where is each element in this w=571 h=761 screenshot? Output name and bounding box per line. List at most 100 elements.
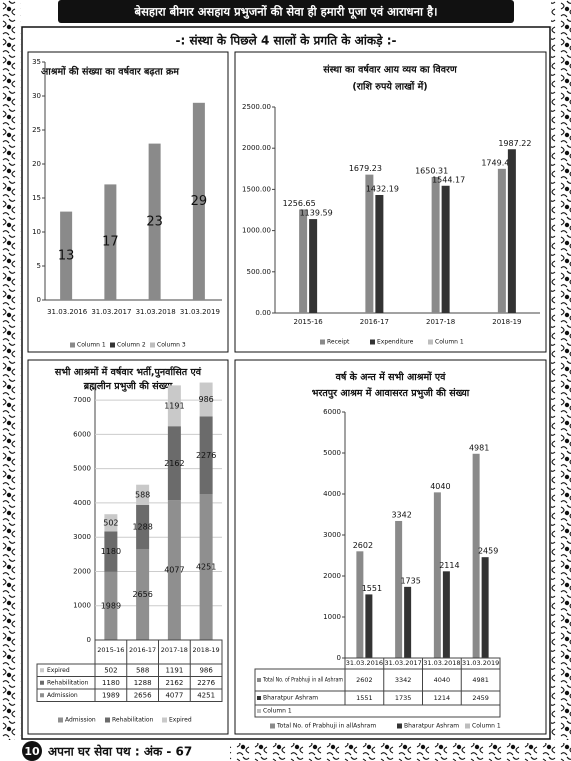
chart-title: संस्था का वर्षवार आय व्यय का विवरण — [322, 64, 458, 76]
data-label: 1987.22 — [498, 139, 531, 148]
y-tick-label: 5 — [37, 262, 41, 270]
data-label: 1139.59 — [300, 209, 333, 218]
legend-label: Column 1 — [472, 723, 501, 730]
legend-swatch — [105, 717, 110, 723]
data-label: 3342 — [391, 510, 411, 519]
y-tick-label: 1000.00 — [242, 227, 271, 235]
data-label: 1679.23 — [349, 164, 382, 173]
bar — [192, 102, 205, 300]
data-label: 4981 — [469, 443, 489, 452]
data-label: 1650.31 — [415, 167, 448, 176]
bar — [395, 520, 403, 658]
bar — [365, 174, 374, 313]
page-number: 10 — [24, 745, 40, 758]
data-label: 1749.46 — [481, 158, 514, 167]
legend-label: Expenditure — [377, 339, 414, 346]
table-cell: 2602 — [356, 676, 373, 684]
bar — [104, 184, 117, 300]
table-row-label: Expired — [47, 667, 70, 674]
bar — [60, 211, 73, 300]
chart-title: सभी आश्रमों में वर्षवार भर्ती,पुनर्वासित… — [54, 366, 202, 392]
bar — [433, 492, 441, 658]
chart-box — [27, 51, 229, 353]
bar — [167, 500, 181, 640]
data-label: 23 — [146, 214, 163, 229]
y-tick-label: 1500.00 — [242, 185, 271, 193]
table-cell: 1989 — [102, 691, 120, 699]
table-cell: 986 — [199, 666, 213, 674]
y-tick-label: 2000 — [73, 567, 91, 575]
bar — [497, 168, 506, 313]
data-label: 1735 — [400, 576, 420, 585]
legend-swatch — [162, 717, 167, 723]
data-label: 1191 — [164, 401, 184, 410]
table-cell: 2162 — [165, 679, 183, 687]
y-tick-label: 1000 — [323, 613, 341, 621]
table-row — [254, 704, 501, 718]
data-label: 13 — [58, 248, 75, 263]
y-tick-label: 5000 — [73, 465, 91, 473]
x-tick-label: 31.03.2018 — [423, 659, 460, 667]
data-label: 17 — [102, 235, 119, 250]
table-cell: 2459 — [472, 694, 489, 702]
bar — [375, 194, 384, 313]
y-tick-label: 5000 — [323, 449, 341, 457]
table-cell: 1735 — [395, 694, 412, 702]
legend-swatch — [58, 717, 63, 723]
bar — [199, 494, 213, 640]
x-tick-label: 2017-18 — [426, 318, 455, 326]
bar — [167, 385, 181, 427]
table-cell: 502 — [104, 666, 117, 674]
bar — [309, 219, 318, 313]
legend-label: Rehabilitation — [112, 717, 154, 724]
y-tick-label: 10 — [32, 228, 41, 236]
legend-label: Receipt — [327, 339, 350, 346]
bar — [104, 571, 118, 640]
legend-swatch — [150, 342, 155, 348]
legend-label: Bharatpur Ashram — [404, 723, 459, 730]
data-label: 2602 — [353, 541, 373, 550]
y-tick-label: 2000.00 — [242, 144, 271, 152]
table-cell: 4077 — [165, 691, 183, 699]
bar — [441, 185, 450, 313]
table-row-label: Bharatpur Ashram — [263, 695, 318, 702]
legend-swatch — [40, 668, 44, 673]
table-cell: 4981 — [472, 676, 489, 684]
y-tick-label: 0 — [87, 636, 91, 644]
legend-label: Column 1 — [435, 339, 464, 346]
y-tick-label: 30 — [32, 92, 41, 100]
legend-swatch — [110, 342, 115, 348]
x-tick-label: 2015-16 — [294, 318, 324, 326]
y-tick-label: 4000 — [73, 499, 91, 507]
data-label: 502 — [103, 518, 118, 527]
legend-label: Admission — [65, 717, 96, 724]
y-tick-label: 2500.00 — [242, 103, 271, 111]
table-cell: 4040 — [434, 676, 451, 684]
bar — [104, 514, 118, 532]
table-row-label: Admission — [47, 692, 78, 699]
legend-swatch — [70, 342, 75, 348]
x-tick-label: 31.03.2016 — [47, 308, 88, 316]
data-label: 986 — [198, 395, 213, 404]
data-label: 2656 — [132, 590, 152, 599]
legend-swatch — [397, 723, 402, 729]
data-label: 2114 — [439, 561, 459, 570]
bar — [365, 594, 373, 658]
data-label: 1256.65 — [283, 199, 316, 208]
y-tick-label: 25 — [32, 126, 41, 134]
legend-swatch — [257, 709, 261, 713]
data-label: 2162 — [164, 459, 184, 468]
data-label: 1432.19 — [366, 184, 399, 193]
table-cell: 2656 — [134, 691, 152, 699]
bar — [442, 571, 450, 658]
bar — [136, 484, 150, 505]
ornament-bottom — [230, 743, 571, 761]
table-cell: 4251 — [197, 691, 215, 699]
data-label: 1288 — [132, 522, 152, 531]
chart-title: आश्रमों की संख्या का वर्षवार बढ़ता क्रम — [41, 66, 180, 78]
bar — [136, 504, 150, 549]
chart-subtitle: (राशि रुपये लाखों में) — [352, 81, 427, 93]
legend-swatch — [40, 693, 44, 698]
table-row-label: Rehabilitation — [47, 679, 89, 686]
